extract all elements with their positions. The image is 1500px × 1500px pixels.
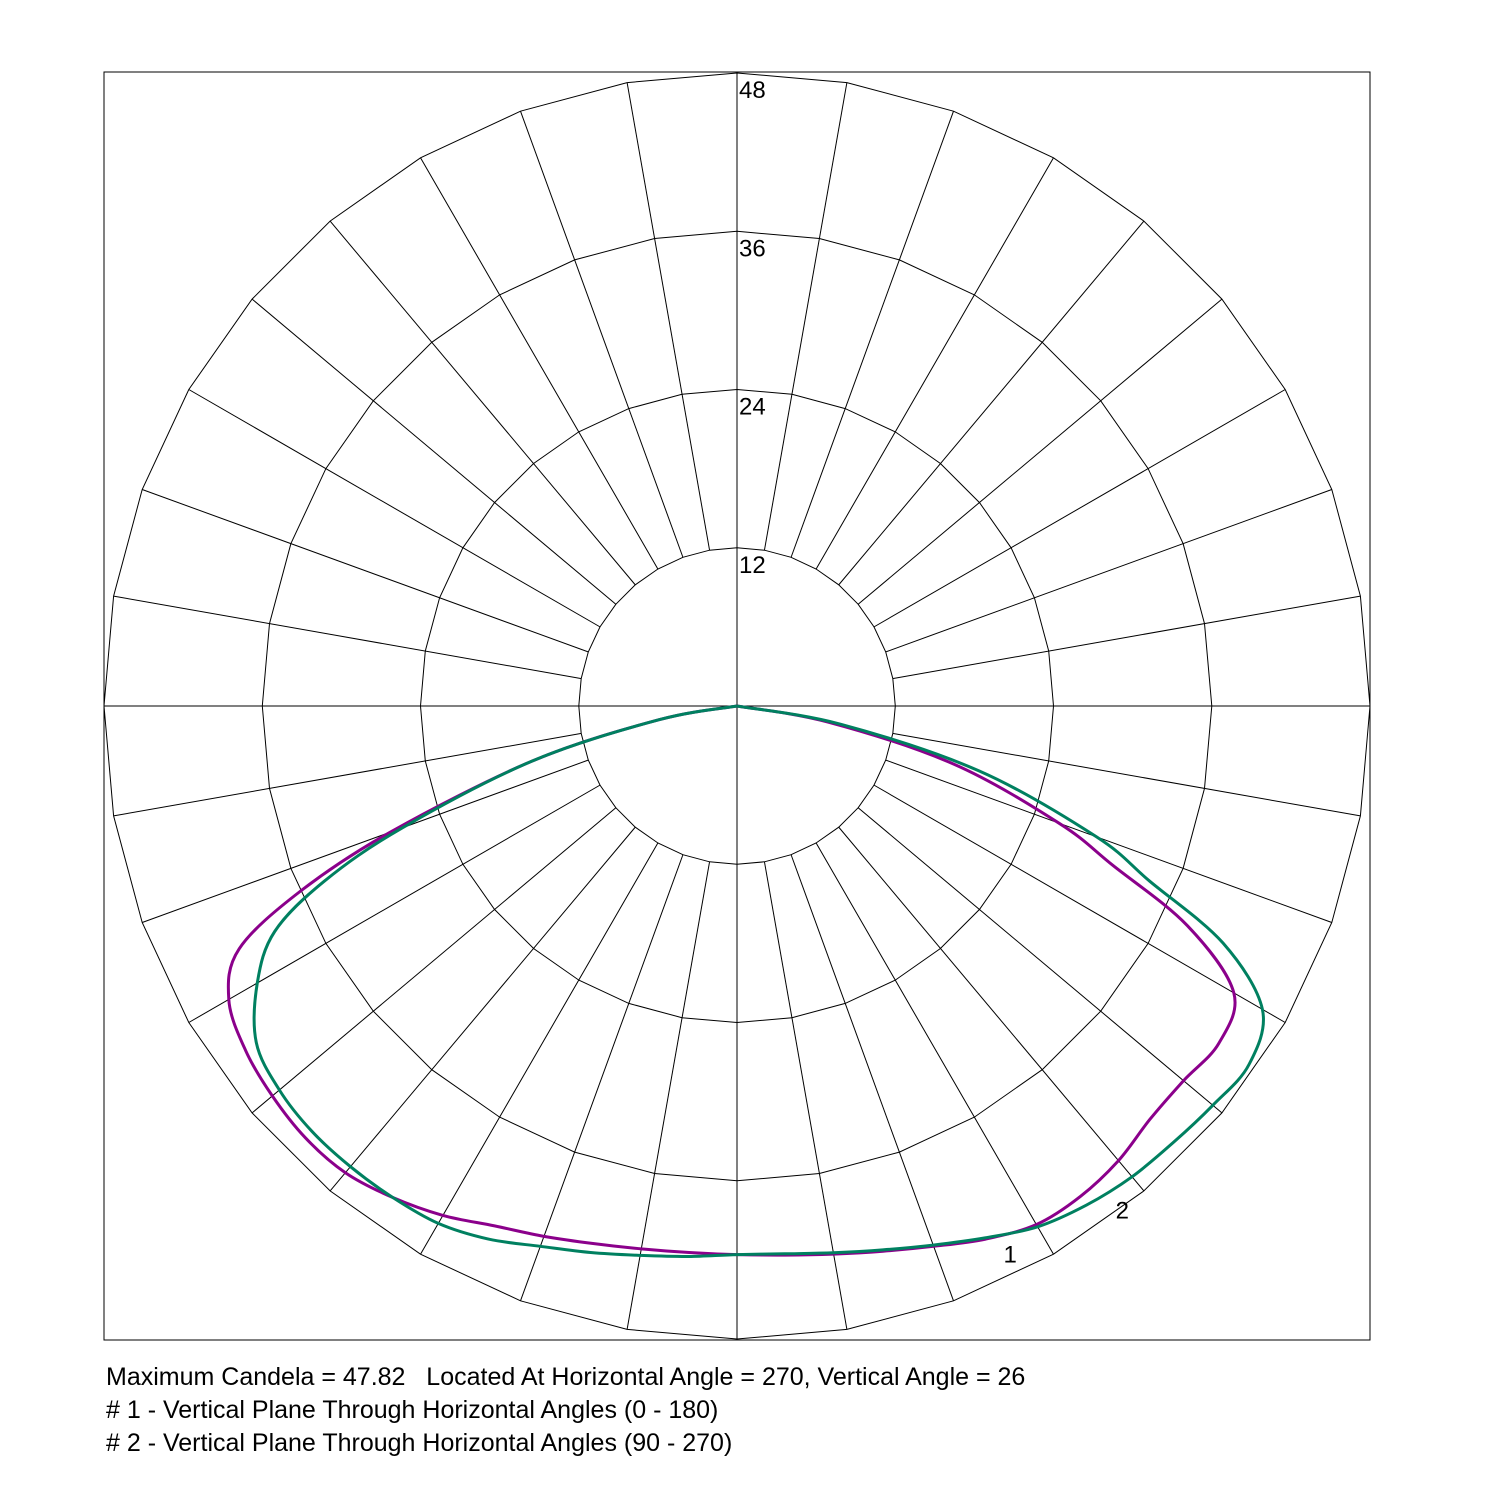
- grid-spoke: [251, 298, 617, 605]
- ring-label-24: 24: [739, 394, 766, 421]
- legend-series-2: # 2 - Vertical Plane Through Horizontal …: [106, 1429, 733, 1457]
- grid-spoke: [815, 842, 1054, 1255]
- grid-spoke: [188, 784, 601, 1023]
- grid-spoke: [885, 489, 1332, 653]
- grid-spoke: [885, 759, 1332, 923]
- grid-spoke: [142, 759, 589, 923]
- series-curves: [226, 704, 1265, 1259]
- grid-spoke: [520, 111, 684, 558]
- series-2-label: 2: [1116, 1197, 1129, 1224]
- grid-spoke: [188, 389, 601, 628]
- grid-spoke: [838, 220, 1145, 586]
- ring-label-12: 12: [739, 552, 766, 579]
- ring-label-48: 48: [739, 77, 766, 104]
- grid-spoke: [857, 298, 1223, 605]
- grid-spoke: [626, 861, 711, 1330]
- series-1-label: 1: [1004, 1241, 1017, 1268]
- legend-series-1: # 1 - Vertical Plane Through Horizontal …: [106, 1396, 719, 1424]
- grid-spoke: [763, 861, 848, 1330]
- grid-spoke: [857, 807, 1223, 1114]
- series-1-curve: [226, 704, 1237, 1257]
- grid-spoke: [520, 854, 684, 1301]
- grid-spoke: [790, 111, 954, 558]
- grid-spoke: [815, 157, 1054, 570]
- grid-spoke: [142, 489, 589, 653]
- grid-spoke: [113, 595, 582, 680]
- grid-spoke: [892, 595, 1361, 680]
- max-candela-note: Maximum Candela = 47.82 Located At Horiz…: [106, 1363, 1026, 1391]
- series-2-curve: [252, 704, 1265, 1259]
- grid-spoke: [329, 826, 636, 1192]
- grid-spoke: [420, 157, 659, 570]
- series-labels: 12: [1004, 1197, 1129, 1268]
- polar-grid: [103, 72, 1371, 1340]
- grid-spoke: [251, 807, 617, 1114]
- grid-spoke: [113, 732, 582, 817]
- grid-spoke: [420, 842, 659, 1255]
- grid-spoke: [873, 784, 1286, 1023]
- grid-spoke: [873, 389, 1286, 628]
- radial-tick-labels: 12 24 36 48: [739, 77, 766, 579]
- grid-spoke: [790, 854, 954, 1301]
- grid-spoke: [892, 732, 1361, 817]
- grid-spoke: [626, 82, 711, 551]
- grid-spoke: [329, 220, 636, 586]
- grid-spoke: [838, 826, 1145, 1192]
- ring-label-36: 36: [739, 235, 766, 262]
- grid-spoke: [763, 82, 848, 551]
